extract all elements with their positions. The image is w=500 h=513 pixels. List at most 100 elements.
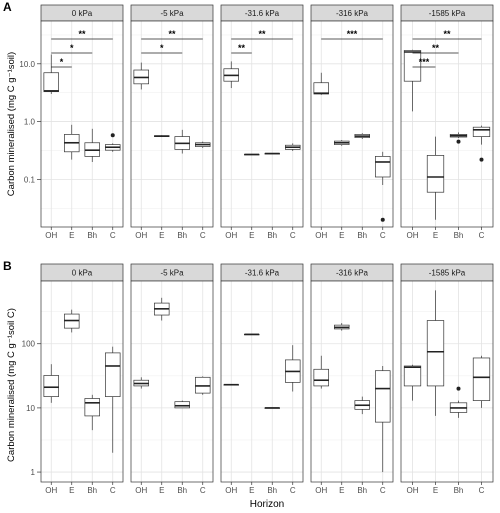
box-C bbox=[195, 376, 211, 395]
facet-3: -316 kPa *** OH E Bh C bbox=[310, 4, 394, 240]
x-tick-label: E bbox=[433, 486, 438, 495]
facet-strip-label: 0 kPa bbox=[72, 9, 93, 18]
x-tick-label: Bh bbox=[87, 231, 97, 240]
plot-background bbox=[131, 21, 213, 227]
significance-bracket: ** bbox=[231, 43, 252, 54]
significance-bracket: ** bbox=[412, 43, 459, 54]
box-E bbox=[64, 309, 80, 333]
x-tick-label: Bh bbox=[267, 486, 277, 495]
plot-background bbox=[41, 21, 123, 227]
outlier-point bbox=[456, 139, 461, 144]
facet-2: -31.6 kPa OH E Bh C bbox=[220, 263, 304, 495]
box-OH bbox=[313, 72, 329, 95]
box-Bh bbox=[264, 152, 280, 155]
bracket-label: * bbox=[70, 43, 74, 53]
box-iqr bbox=[403, 365, 422, 387]
box-C bbox=[195, 141, 211, 148]
significance-bracket: ** bbox=[141, 29, 203, 40]
x-tick-label: E bbox=[159, 486, 164, 495]
x-tick-label: OH bbox=[407, 231, 419, 240]
plot-border bbox=[400, 280, 494, 483]
x-tick-label: C bbox=[479, 486, 485, 495]
x-axis-title: Horizon bbox=[250, 499, 284, 510]
x-tick-label: OH bbox=[225, 231, 237, 240]
facet-3: -316 kPa OH E Bh C bbox=[310, 263, 394, 495]
bracket-label: * bbox=[60, 57, 64, 67]
facet-1: -5 kPa OH E Bh C bbox=[130, 263, 214, 495]
significance-bracket: ** bbox=[412, 29, 482, 40]
plot-border bbox=[40, 20, 124, 228]
y-tick-label: 1 bbox=[31, 468, 36, 477]
box-C bbox=[285, 345, 301, 392]
x-tick-label: OH bbox=[135, 486, 147, 495]
bracket-label: ** bbox=[258, 29, 266, 39]
box-Bh bbox=[449, 132, 468, 144]
x-tick-label: C bbox=[290, 486, 296, 495]
x-tick-label: E bbox=[249, 231, 254, 240]
facet-strip-label: 0 kPa bbox=[72, 269, 93, 278]
significance-bracket: * bbox=[51, 43, 93, 54]
outlier-point bbox=[456, 386, 461, 391]
bracket-label: ** bbox=[443, 29, 451, 39]
x-tick-label: Bh bbox=[177, 486, 187, 495]
y-tick-label: 10 bbox=[26, 404, 35, 413]
bracket-label: *** bbox=[347, 29, 358, 39]
x-tick-label: Bh bbox=[177, 231, 187, 240]
box-E bbox=[154, 135, 170, 138]
facet-strip-label: -1585 kPa bbox=[429, 9, 466, 18]
x-tick-label: OH bbox=[315, 231, 327, 240]
x-tick-label: E bbox=[433, 231, 438, 240]
box-iqr bbox=[403, 50, 422, 82]
box-OH bbox=[403, 364, 422, 401]
facet-strip-label: -31.6 kPa bbox=[245, 9, 280, 18]
x-tick-label: C bbox=[200, 486, 206, 495]
box-OH bbox=[403, 49, 422, 112]
box-iqr bbox=[43, 72, 59, 92]
bracket-label: * bbox=[160, 43, 164, 53]
box-OH bbox=[223, 61, 239, 89]
box-E bbox=[334, 323, 350, 331]
box-Bh bbox=[354, 133, 370, 139]
box-Bh bbox=[174, 400, 190, 409]
x-tick-label: E bbox=[339, 486, 344, 495]
plot-border bbox=[130, 280, 214, 483]
box-E bbox=[244, 333, 260, 336]
significance-bracket: ** bbox=[231, 29, 293, 40]
box-Bh bbox=[174, 129, 190, 154]
box-C bbox=[472, 125, 491, 162]
box-iqr bbox=[375, 370, 391, 423]
x-tick-label: E bbox=[69, 486, 74, 495]
box-C bbox=[472, 355, 491, 408]
plot-border bbox=[130, 20, 214, 228]
bracket-label: ** bbox=[238, 43, 246, 53]
box-C bbox=[375, 151, 391, 222]
x-tick-label: OH bbox=[315, 486, 327, 495]
box-iqr bbox=[375, 156, 391, 178]
facet-0: 0 kPa OH E Bh C bbox=[40, 263, 124, 495]
x-tick-label: OH bbox=[225, 486, 237, 495]
panels-root: A Carbon mineralised (mg C g⁻¹soil) 0.1 1.0… bbox=[3, 0, 494, 510]
x-tick-label: C bbox=[479, 231, 485, 240]
y-axis-title: Carbon mineralised (mg C g⁻¹soil) bbox=[6, 52, 17, 196]
box-C bbox=[105, 346, 121, 453]
box-C bbox=[105, 133, 121, 152]
box-iqr bbox=[43, 375, 59, 397]
box-iqr bbox=[313, 82, 329, 95]
plot-background bbox=[311, 21, 393, 227]
significance-bracket: * bbox=[141, 43, 183, 54]
box-Bh bbox=[354, 396, 370, 415]
plot-border bbox=[40, 280, 124, 483]
box-Bh bbox=[84, 128, 100, 162]
facet-4: -1585 kPa*******OH E Bh C bbox=[400, 4, 494, 240]
x-tick-label: E bbox=[339, 231, 344, 240]
x-tick-label: OH bbox=[45, 486, 57, 495]
x-tick-label: Bh bbox=[267, 231, 277, 240]
box-OH bbox=[133, 62, 149, 90]
y-axis-title: Carbon mineralised (mg C g⁻¹soil C) bbox=[6, 308, 17, 462]
box-C bbox=[285, 143, 301, 151]
box-OH bbox=[313, 355, 329, 389]
box-iqr bbox=[313, 368, 329, 387]
box-Bh bbox=[264, 407, 280, 409]
bracket-label: *** bbox=[419, 57, 430, 67]
